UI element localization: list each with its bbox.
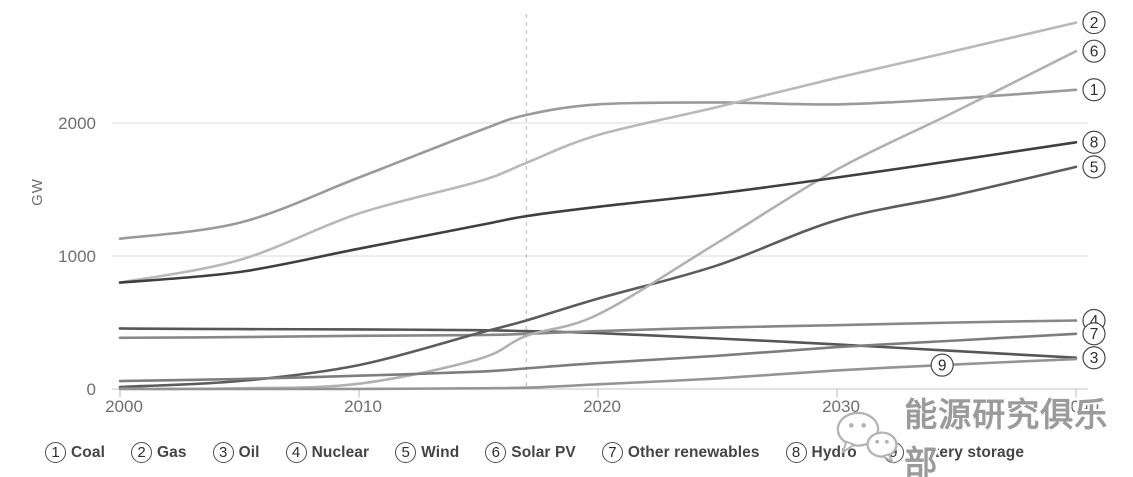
x-tick-label-2030: 2030 <box>822 397 860 416</box>
legend-label-oil: Oil <box>238 443 260 461</box>
chart-legend: 1 Coal 2 Gas 3 Oil 4 Nuclear 5 Wind 6 Solar PV 7 Othe… <box>45 442 1024 463</box>
y-tick-label-2000: 2000 <box>58 114 96 133</box>
x-tick-label-2010: 2010 <box>344 397 382 416</box>
series-label-gas: 2 <box>1082 10 1106 35</box>
legend-number-2: 2 <box>131 442 152 463</box>
legend-label-nuclear: Nuclear <box>311 443 370 461</box>
legend-item-other-renewables: 7 Other renewables <box>601 442 760 463</box>
svg-text:6: 6 <box>1090 44 1099 61</box>
legend-label-gas: Gas <box>157 443 187 461</box>
y-axis-title: GW <box>29 178 46 206</box>
series-label-battery-storage: 9 <box>930 353 954 377</box>
series-line-solar-pv <box>118 49 1078 391</box>
legend-label-hydro: Hydro <box>811 443 857 461</box>
legend-number-8: 8 <box>785 442 807 463</box>
legend-number-1: 1 <box>45 442 66 463</box>
series-label-hydro: 8 <box>1082 130 1106 154</box>
svg-text:9: 9 <box>938 358 947 375</box>
series-line-coal <box>118 88 1078 241</box>
series-line-other-renewables <box>118 332 1078 383</box>
x-tick-label-2000: 2000 <box>105 397 143 416</box>
legend-label-wind: Wind <box>421 443 460 461</box>
legend-item-wind: 5 Wind <box>395 442 459 463</box>
series-line-nuclear <box>118 319 1078 340</box>
series-line-battery-storage <box>118 357 1078 391</box>
legend-number-4: 4 <box>285 442 307 463</box>
legend-label-solar-pv: Solar PV <box>511 443 576 461</box>
legend-label-battery-storage: Battery storage <box>908 443 1025 461</box>
svg-text:7: 7 <box>1090 326 1099 343</box>
series-line-hydro <box>118 141 1078 284</box>
series-label-coal: 1 <box>1082 78 1106 102</box>
svg-text:1: 1 <box>1090 82 1099 99</box>
legend-number-6: 6 <box>485 442 507 463</box>
legend-label-other-renewables: Other renewables <box>627 443 760 461</box>
legend-item-nuclear: 4 Nuclear <box>285 442 370 463</box>
series-line-wind <box>118 165 1078 389</box>
legend-label-coal: Coal <box>71 443 105 461</box>
svg-text:2: 2 <box>1090 15 1099 32</box>
x-tick-label-2040: 2040 <box>1061 397 1099 416</box>
series-label-wind: 5 <box>1082 155 1106 179</box>
legend-number-9: 9 <box>882 442 904 463</box>
legend-item-hydro: 8 Hydro <box>785 442 857 463</box>
svg-text:5: 5 <box>1090 159 1099 176</box>
legend-item-gas: 2 Gas <box>131 442 187 463</box>
y-tick-label-1000: 1000 <box>58 247 96 266</box>
svg-text:4: 4 <box>1090 313 1099 330</box>
x-tick-label-2020: 2020 <box>583 397 621 416</box>
legend-number-5: 5 <box>395 442 417 463</box>
series-label-other-renewables: 7 <box>1082 322 1106 346</box>
legend-item-coal: 1 Coal <box>45 442 105 463</box>
legend-number-7: 7 <box>601 442 623 463</box>
series-label-oil: 3 <box>1082 346 1106 370</box>
legend-number-3: 3 <box>212 442 234 463</box>
legend-item-battery-storage: 9 Battery storage <box>882 442 1025 463</box>
series-line-gas <box>118 21 1078 284</box>
legend-item-solar-pv: 6 Solar PV <box>485 442 576 463</box>
series-label-solar-pv: 6 <box>1082 39 1106 63</box>
svg-text:8: 8 <box>1090 135 1099 152</box>
svg-text:3: 3 <box>1090 350 1099 367</box>
legend-item-oil: 3 Oil <box>212 442 260 463</box>
y-tick-label-0: 0 <box>87 380 96 399</box>
series-line-oil <box>118 327 1078 359</box>
